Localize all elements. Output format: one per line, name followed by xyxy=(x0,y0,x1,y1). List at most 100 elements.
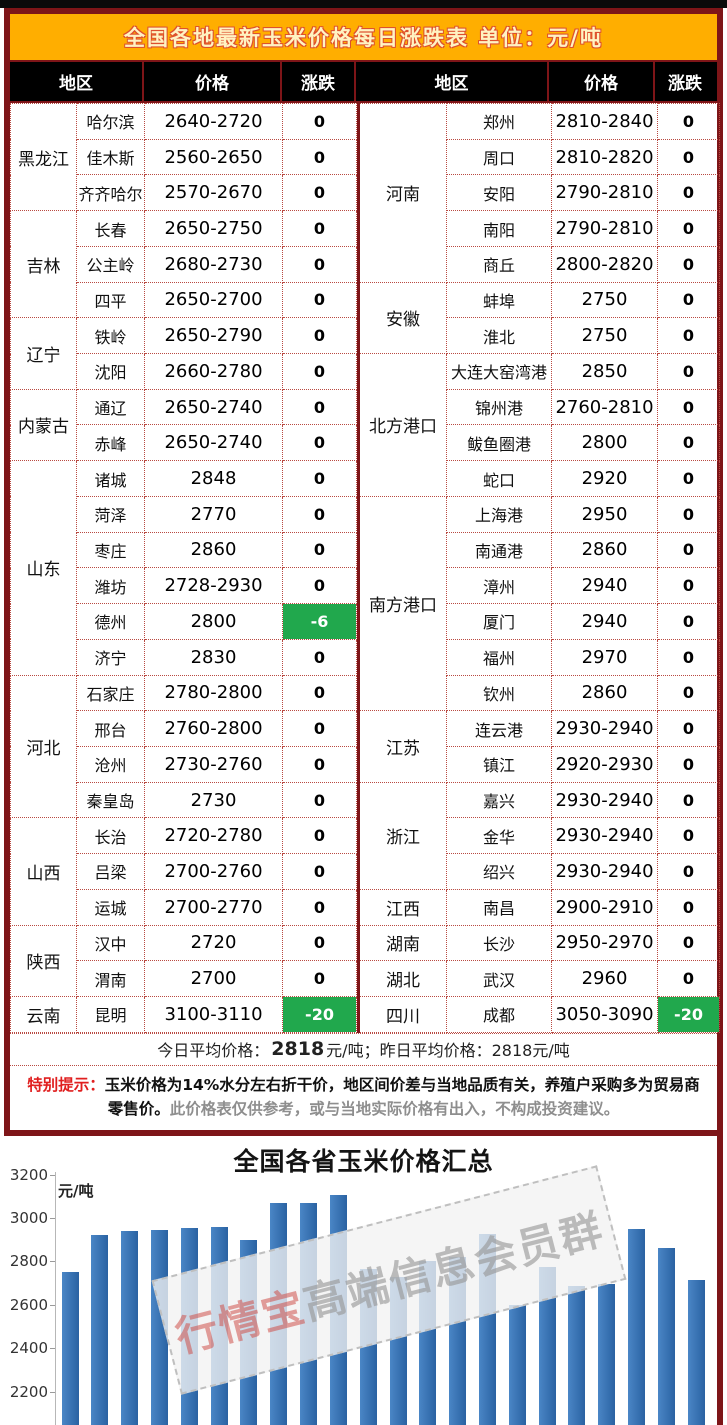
price-cell: 2750 xyxy=(551,317,658,355)
chart-bar xyxy=(657,1248,675,1425)
change-cell: 0 xyxy=(657,960,720,997)
price-cell: 2800 xyxy=(551,424,658,462)
change-cell: 0 xyxy=(657,638,720,676)
y-tick-mark xyxy=(50,1391,55,1393)
city-cell: 上海港 xyxy=(446,495,552,533)
table-row: 运城 2700-2770 0 xyxy=(11,888,357,926)
header-change-right: 涨跌 xyxy=(668,74,702,94)
price-cell: 2700-2770 xyxy=(144,888,283,926)
change-cell: 0 xyxy=(282,245,357,283)
city-cell: 安阳 xyxy=(446,174,552,212)
change-cell: 0 xyxy=(282,638,357,676)
city-cell: 淮北 xyxy=(446,317,552,355)
change-cell: 0 xyxy=(282,888,357,926)
region-label: 辽宁 xyxy=(10,317,77,390)
city-cell: 长治 xyxy=(76,817,145,855)
y-tick-mark xyxy=(50,1174,55,1176)
city-cell: 秦皇岛 xyxy=(76,781,145,819)
price-cell: 2780-2800 xyxy=(144,674,283,712)
chart-bar xyxy=(598,1284,616,1425)
price-cell: 2640-2720 xyxy=(144,103,283,140)
region-label: 湖南 xyxy=(358,924,447,962)
table-row: 蛇口 2920 0 xyxy=(359,460,720,497)
city-cell: 四平 xyxy=(76,281,145,319)
city-cell: 沈阳 xyxy=(76,353,145,390)
city-cell: 长沙 xyxy=(446,924,552,962)
city-cell: 铁岭 xyxy=(76,317,145,355)
region-label: 北方港口 xyxy=(358,353,447,497)
table-row: 四平 2650-2700 0 xyxy=(11,281,357,319)
change-cell: 0 xyxy=(282,353,357,390)
price-tables: 黑龙江 哈尔滨 2640-2720 0 佳木斯 2560-2650 0 齐齐哈尔 2570-26… xyxy=(10,102,720,1033)
table-row: 河南 郑州 2810-2840 0 xyxy=(358,103,720,283)
city-cell: 济宁 xyxy=(76,638,145,676)
change-cell: 0 xyxy=(282,781,357,819)
city-cell: 吕梁 xyxy=(76,853,145,890)
table-row: 安徽 蚌埠 2750 0 xyxy=(358,281,720,355)
change-cell: 0 xyxy=(282,745,357,783)
city-cell: 连云港 xyxy=(446,710,552,747)
price-cell: 2650-2740 xyxy=(144,424,283,462)
price-cell: 2720-2780 xyxy=(144,817,283,855)
region-label: 云南 xyxy=(10,995,77,1033)
y-tick-label: 2800 xyxy=(9,1252,48,1271)
city-cell: 长春 xyxy=(76,210,145,247)
change-cell: 0 xyxy=(282,924,357,962)
city-cell: 运城 xyxy=(76,888,145,926)
price-cell: 2680-2730 xyxy=(144,245,283,283)
city-cell: 大连大窑湾港 xyxy=(446,353,552,390)
price-cell: 2810-2820 xyxy=(551,138,658,176)
price-cell: 2700 xyxy=(144,960,283,997)
change-cell: 0 xyxy=(282,960,357,997)
price-cell: 2930-2940 xyxy=(551,817,658,855)
chart-bar xyxy=(121,1231,139,1425)
table-row: 渭南 2700 0 xyxy=(11,960,357,997)
city-cell: 南昌 xyxy=(446,888,552,926)
change-cell: 0 xyxy=(657,281,720,319)
y-tick-mark xyxy=(50,1304,55,1306)
region-label: 黑龙江 xyxy=(10,102,77,212)
table-row: 四川 成都 3050-3090 -20 xyxy=(358,995,720,1033)
region-label: 安徽 xyxy=(358,281,447,355)
change-cell: -20 xyxy=(282,995,357,1033)
table-row: 吉林 长春 2650-2750 0 xyxy=(10,210,357,319)
city-cell: 佳木斯 xyxy=(76,138,145,176)
change-cell: 0 xyxy=(657,353,720,390)
price-cell: 2970 xyxy=(551,638,658,676)
region-label: 河北 xyxy=(10,674,77,819)
city-cell: 周口 xyxy=(446,138,552,176)
price-cell: 2750 xyxy=(551,281,658,319)
price-cell: 2930-2940 xyxy=(551,710,658,747)
city-cell: 邢台 xyxy=(76,710,145,747)
table-row: 镇江 2920-2930 0 xyxy=(359,745,720,783)
region-label: 江西 xyxy=(358,888,447,926)
city-cell: 渭南 xyxy=(76,960,145,997)
city-cell: 成都 xyxy=(446,995,552,1033)
price-cell: 2660-2780 xyxy=(144,353,283,390)
table-row: 云南 昆明 3100-3110 -20 xyxy=(10,995,357,1033)
region-label: 山西 xyxy=(10,817,77,926)
region-label: 江苏 xyxy=(358,710,447,783)
table-row: 南通港 2860 0 xyxy=(359,531,720,569)
yesterday-avg-value: 2818元/吨 xyxy=(491,1041,570,1061)
city-cell: 枣庄 xyxy=(76,531,145,569)
y-tick-label: 3200 xyxy=(9,1165,48,1184)
region-label: 陕西 xyxy=(10,924,77,997)
city-cell: 通辽 xyxy=(76,388,145,426)
y-tick-mark xyxy=(50,1218,55,1220)
change-cell: 0 xyxy=(657,103,720,140)
city-cell: 福州 xyxy=(446,638,552,676)
change-cell: 0 xyxy=(282,710,357,747)
change-cell: 0 xyxy=(657,245,720,283)
price-cell: 2830 xyxy=(144,638,283,676)
change-cell: 0 xyxy=(657,317,720,355)
header-change-left: 涨跌 xyxy=(282,62,356,101)
city-cell: 齐齐哈尔 xyxy=(76,174,145,212)
change-cell: 0 xyxy=(657,424,720,462)
change-cell: 0 xyxy=(282,388,357,426)
region-label: 南方港口 xyxy=(358,495,447,712)
chart-title: 全国各省玉米价格汇总 xyxy=(233,1146,494,1176)
change-cell: 0 xyxy=(282,281,357,319)
city-cell: 菏泽 xyxy=(76,495,145,533)
